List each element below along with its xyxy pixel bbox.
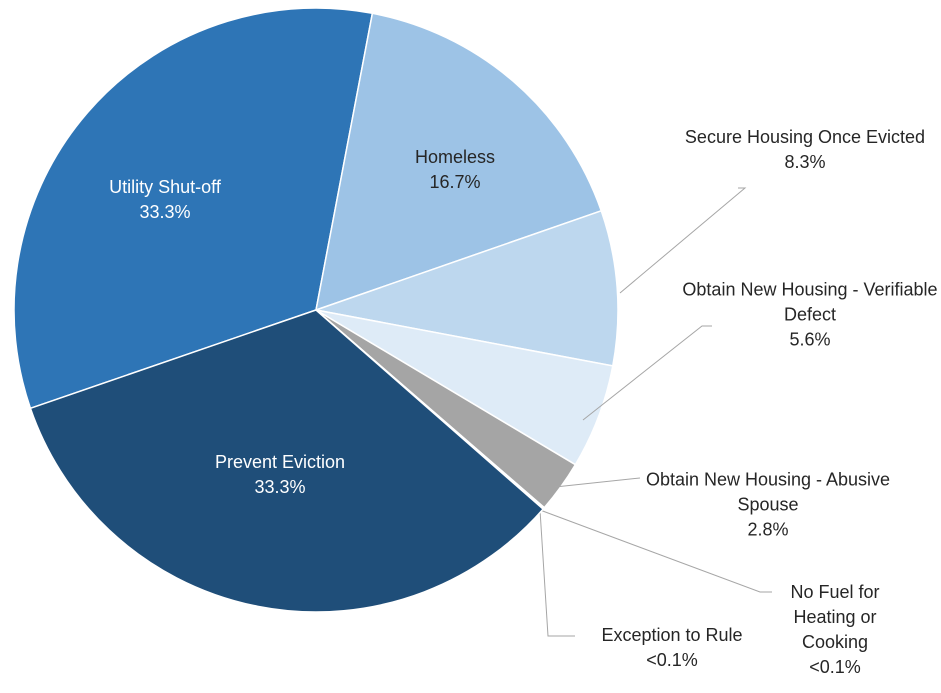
category-label: Secure Housing Once Evicted bbox=[684, 127, 926, 147]
value-label: 8.3% bbox=[784, 152, 826, 172]
pie-slice bbox=[29, 309, 545, 613]
slice-label: Exception to Rule <0.1% bbox=[572, 623, 772, 673]
leader-line bbox=[582, 325, 712, 421]
value-label: <0.1% bbox=[809, 657, 861, 677]
value-label: 33.3% bbox=[254, 477, 306, 497]
slice-label: Obtain New Housing - Abusive Spouse 2.8% bbox=[638, 468, 898, 543]
category-label: No Fuel for Heating or Cooking bbox=[790, 582, 880, 652]
slice-label: Obtain New Housing - Verifiable Defect 5.… bbox=[680, 278, 940, 353]
leader-line bbox=[554, 477, 641, 488]
pie-slice bbox=[13, 7, 374, 410]
value-label: 16.7% bbox=[429, 172, 481, 192]
slice-label: Prevent Eviction 33.3% bbox=[180, 450, 380, 500]
leader-line bbox=[539, 509, 575, 637]
value-label: 5.6% bbox=[789, 329, 831, 350]
category-label: Exception to Rule bbox=[601, 625, 743, 645]
slice-label: Secure Housing Once Evicted 8.3% bbox=[680, 125, 930, 175]
leader-line bbox=[619, 187, 747, 294]
value-label: 2.8% bbox=[747, 519, 789, 540]
value-label: 33.3% bbox=[139, 202, 191, 222]
slice-label: Utility Shut-off 33.3% bbox=[65, 175, 265, 225]
category-label: Obtain New Housing - Abusive Spouse bbox=[645, 469, 891, 515]
category-label: Homeless bbox=[414, 147, 496, 167]
category-label: Utility Shut-off bbox=[109, 177, 221, 197]
pie-slice bbox=[315, 12, 603, 312]
category-label: Prevent Eviction bbox=[214, 452, 346, 472]
slice-label: Homeless 16.7% bbox=[375, 145, 535, 195]
category-label: Obtain New Housing - Verifiable Defect bbox=[682, 279, 938, 325]
leader-line bbox=[539, 509, 772, 593]
value-label: <0.1% bbox=[646, 650, 698, 670]
slice-label: No Fuel for Heating or Cooking <0.1% bbox=[770, 580, 900, 680]
pie-slice bbox=[313, 209, 619, 367]
